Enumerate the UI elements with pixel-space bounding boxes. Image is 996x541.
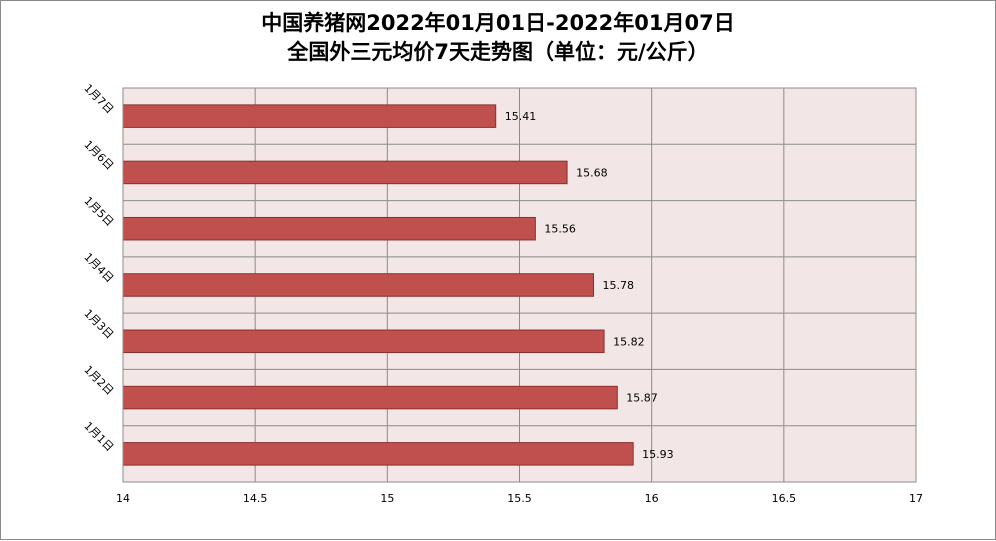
chart-title-block: 中国养猪网2022年01月01日-2022年01月07日 全国外三元均价7天走势… <box>1 9 995 67</box>
bar-data-label: 15.68 <box>576 166 608 179</box>
y-category-label: 1月3日 <box>81 307 116 342</box>
bar-data-label: 15.78 <box>603 279 635 292</box>
y-category-label: 1月7日 <box>81 82 116 117</box>
y-category-label: 1月5日 <box>81 194 116 229</box>
bar <box>122 104 497 128</box>
x-tick-label: 17 <box>909 492 923 505</box>
x-tick-label: 16 <box>645 492 659 505</box>
bar <box>122 273 595 297</box>
x-tick-label: 15 <box>380 492 394 505</box>
y-category-label: 1月4日 <box>81 250 116 285</box>
bar <box>122 442 634 466</box>
plot-border <box>122 87 917 483</box>
y-category-label: 1月1日 <box>81 419 116 454</box>
x-tick-label: 14 <box>116 492 130 505</box>
x-tick-label: 16.5 <box>772 492 797 505</box>
y-category-label: 1月6日 <box>81 138 116 173</box>
bar <box>122 385 618 410</box>
bar-data-label: 15.87 <box>626 392 658 405</box>
x-tick-label: 15.5 <box>507 492 532 505</box>
chart-title: 中国养猪网2022年01月01日-2022年01月07日 <box>261 11 735 35</box>
bar <box>122 216 536 241</box>
bar <box>122 329 605 354</box>
bar-data-label: 15.82 <box>613 335 645 348</box>
bar-data-label: 15.93 <box>642 448 674 461</box>
bar-data-label: 15.56 <box>544 223 576 236</box>
bar <box>122 160 568 185</box>
chart-subtitle: 全国外三元均价7天走势图（单位：元/公斤） <box>287 40 709 64</box>
bar-data-label: 15.41 <box>505 110 536 123</box>
y-category-label: 1月2日 <box>81 363 116 398</box>
x-tick-label: 14.5 <box>243 492 268 505</box>
